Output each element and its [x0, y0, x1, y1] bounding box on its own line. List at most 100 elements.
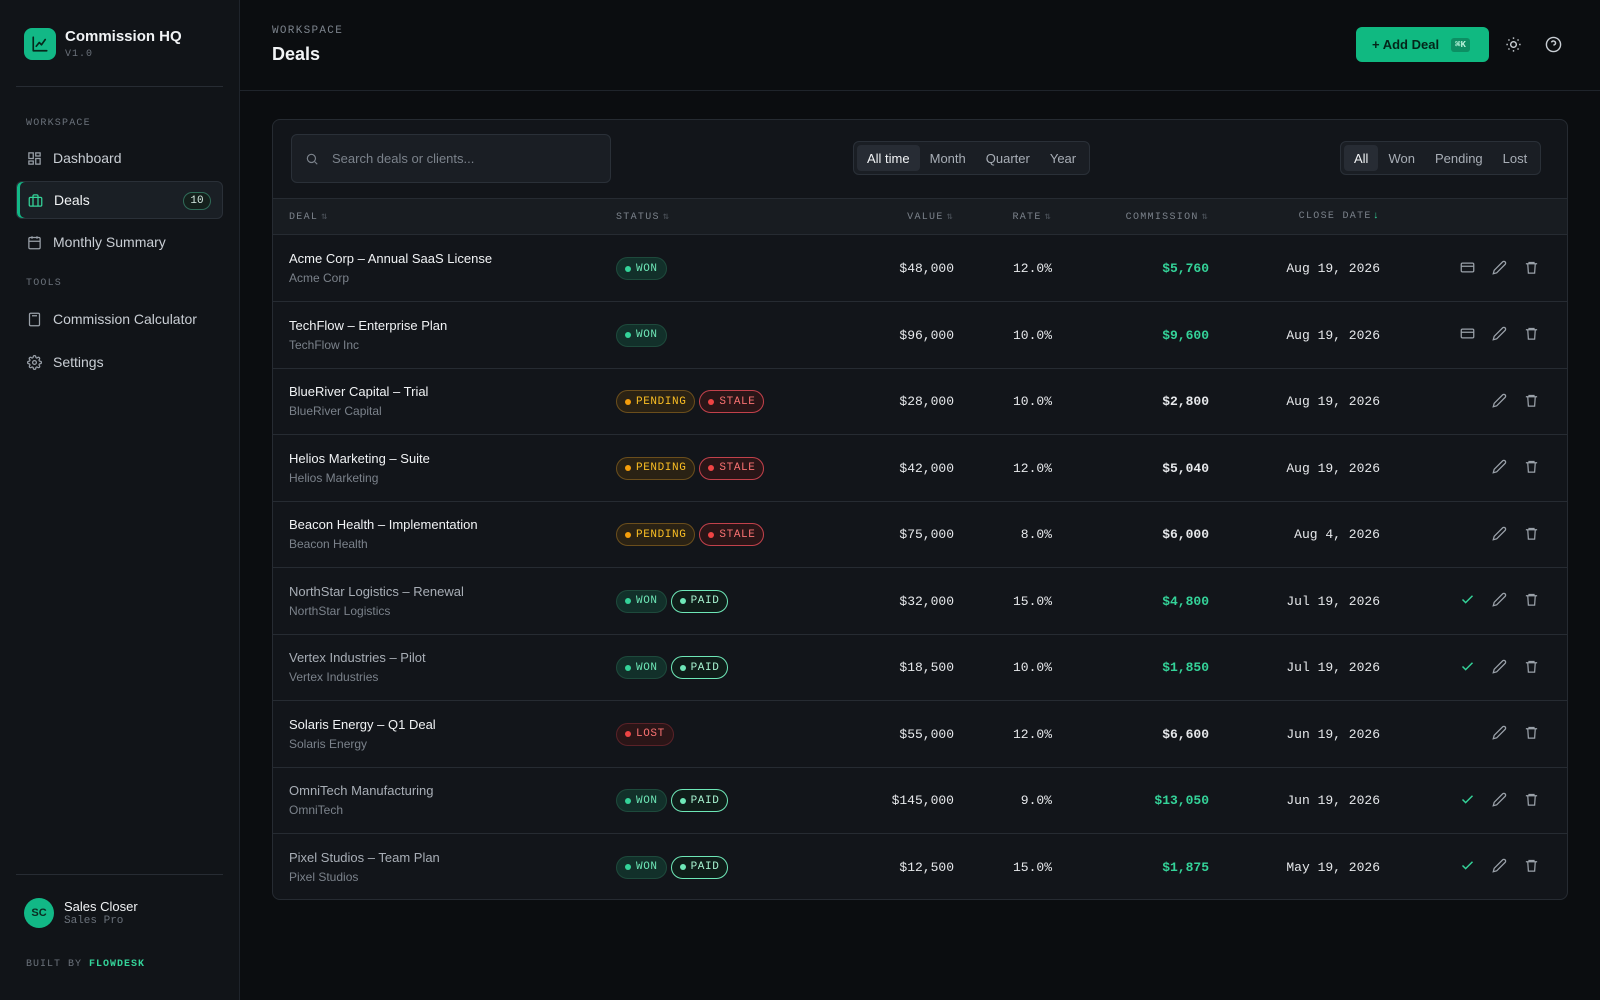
edit-button[interactable]	[1491, 592, 1507, 608]
table-row[interactable]: Vertex Industries – Pilot Vertex Industri…	[273, 635, 1567, 701]
card-icon-action[interactable]	[1459, 326, 1475, 342]
status-filter: All Won Pending Lost	[1340, 141, 1542, 175]
status-badge-pending: PENDING	[616, 456, 696, 480]
status-pending[interactable]: Pending	[1434, 150, 1483, 166]
delete-button[interactable]	[1523, 459, 1539, 475]
pencil-icon	[1491, 260, 1507, 275]
deal-name[interactable]: Helios Marketing – Suite	[289, 450, 430, 466]
deal-rate: 10.0%	[1012, 327, 1052, 343]
deal-rate: 12.0%	[1012, 261, 1052, 276]
deal-close-date: Jul 19, 2026	[1286, 660, 1380, 675]
table-row[interactable]: NorthStar Logistics – Renewal NorthStar L…	[273, 569, 1567, 635]
status-lost[interactable]: Lost	[1502, 150, 1528, 166]
delete-button[interactable]	[1523, 592, 1539, 608]
check-icon-action[interactable]	[1459, 592, 1475, 608]
sidebar-item-monthly-summary[interactable]: Monthly Summary	[16, 223, 223, 261]
period-month[interactable]: Month	[929, 150, 966, 166]
status-badge-won: WON	[616, 257, 667, 280]
dashboard-icon	[27, 151, 42, 166]
deal-commission: $5,760	[1162, 261, 1209, 276]
status-won[interactable]: Won	[1388, 150, 1415, 166]
deal-name[interactable]: Acme Corp – Annual SaaS License	[289, 251, 493, 266]
avatar: SC	[24, 898, 54, 928]
edit-button[interactable]	[1491, 725, 1507, 741]
delete-button[interactable]	[1523, 791, 1539, 807]
status-dot	[625, 731, 631, 737]
column-status[interactable]: STATUS ⇅	[616, 212, 671, 223]
delete-button[interactable]	[1523, 525, 1539, 541]
delete-button[interactable]	[1523, 658, 1539, 674]
table-row[interactable]: Acme Corp – Annual SaaS License Acme Corp…	[273, 236, 1567, 302]
deal-name[interactable]: OmniTech Manufacturing	[289, 783, 434, 798]
check-icon-action[interactable]	[1459, 791, 1475, 807]
trash-icon	[1524, 725, 1539, 740]
search-input[interactable]	[332, 151, 582, 166]
pencil-icon	[1491, 526, 1507, 541]
search-box[interactable]	[291, 134, 611, 183]
status-dot	[679, 864, 686, 870]
built-by-brand[interactable]: FLOWDESK	[89, 959, 146, 970]
trash-icon	[1524, 459, 1539, 474]
sidebar-item-deals[interactable]: Deals 10	[16, 181, 223, 219]
card-icon-action[interactable]	[1459, 259, 1475, 275]
edit-button[interactable]	[1491, 791, 1507, 807]
add-deal-button[interactable]: + Add Deal ⌘K	[1356, 27, 1489, 62]
status-dot	[679, 664, 686, 671]
check-icon-action[interactable]	[1459, 858, 1475, 874]
edit-button[interactable]	[1491, 259, 1507, 275]
delete-button[interactable]	[1523, 259, 1539, 275]
delete-button[interactable]	[1523, 725, 1539, 741]
edit-button[interactable]	[1491, 858, 1507, 874]
edit-button[interactable]	[1491, 525, 1507, 541]
table-row[interactable]: BlueRiver Capital – Trial BlueRiver Capit…	[273, 369, 1567, 435]
deal-name[interactable]: BlueRiver Capital – Trial	[289, 384, 429, 399]
deal-close-date: Aug 19, 2026	[1286, 460, 1380, 476]
sidebar-item-dashboard[interactable]: Dashboard	[16, 139, 223, 177]
edit-button[interactable]	[1491, 326, 1507, 342]
status-badge-won: WON	[616, 855, 667, 879]
empty-action	[1459, 725, 1475, 741]
table-row[interactable]: Helios Marketing – Suite Helios Marketing…	[273, 436, 1567, 502]
deal-name[interactable]: Vertex Industries – Pilot	[289, 650, 426, 665]
trash-icon	[1524, 592, 1539, 607]
deal-rate: 15.0%	[1012, 859, 1052, 875]
edit-button[interactable]	[1491, 658, 1507, 674]
deal-name[interactable]: NorthStar Logistics – Renewal	[289, 583, 464, 599]
deal-name[interactable]: Beacon Health – Implementation	[289, 517, 478, 532]
table-row[interactable]: Beacon Health – Implementation Beacon Hea…	[273, 502, 1567, 568]
period-all-time[interactable]: All time	[857, 145, 920, 171]
user-profile[interactable]: SC Sales Closer Sales Pro	[24, 898, 138, 928]
table-row[interactable]: TechFlow – Enterprise Plan TechFlow Inc WO…	[273, 303, 1567, 369]
delete-button[interactable]	[1523, 858, 1539, 874]
brand[interactable]: Commission HQ V1.0	[24, 28, 182, 60]
table-row[interactable]: Solaris Energy – Q1 Deal Solaris Energy LO…	[273, 702, 1567, 768]
sidebar-item-settings[interactable]: Settings	[16, 343, 223, 381]
delete-button[interactable]	[1523, 326, 1539, 342]
table-row[interactable]: Pixel Studios – Team Plan Pixel Studios WO…	[273, 835, 1567, 900]
deal-commission: $5,040	[1162, 460, 1209, 476]
row-actions	[1459, 259, 1539, 275]
deal-name[interactable]: TechFlow – Enterprise Plan	[289, 317, 448, 333]
status-all[interactable]: All	[1344, 145, 1379, 171]
row-actions	[1459, 392, 1539, 408]
status-cell: WON PAID	[616, 789, 729, 812]
column-value[interactable]: VALUE ⇅	[907, 212, 954, 223]
column-commission[interactable]: COMMISSION ⇅	[1125, 212, 1209, 223]
deal-commission: $1,850	[1162, 660, 1209, 675]
edit-button[interactable]	[1491, 392, 1507, 408]
edit-button[interactable]	[1491, 459, 1507, 475]
page-title: Deals	[272, 44, 321, 64]
help-icon[interactable]	[1545, 36, 1562, 53]
column-close-date[interactable]: CLOSE DATE↓	[1298, 211, 1380, 222]
table-row[interactable]: OmniTech Manufacturing OmniTech WON PAID $14…	[273, 768, 1567, 834]
period-year[interactable]: Year	[1049, 150, 1077, 166]
check-icon-action[interactable]	[1459, 658, 1475, 674]
period-quarter[interactable]: Quarter	[985, 150, 1030, 166]
column-rate[interactable]: RATE ⇅	[1012, 212, 1052, 223]
delete-button[interactable]	[1523, 392, 1539, 408]
sidebar-item-commission-calculator[interactable]: Commission Calculator	[16, 300, 223, 338]
deal-name[interactable]: Solaris Energy – Q1 Deal	[289, 716, 436, 732]
deal-name[interactable]: Pixel Studios – Team Plan	[289, 849, 440, 865]
sun-icon[interactable]	[1505, 36, 1522, 53]
column-deal[interactable]: DEAL ⇅	[289, 212, 329, 223]
